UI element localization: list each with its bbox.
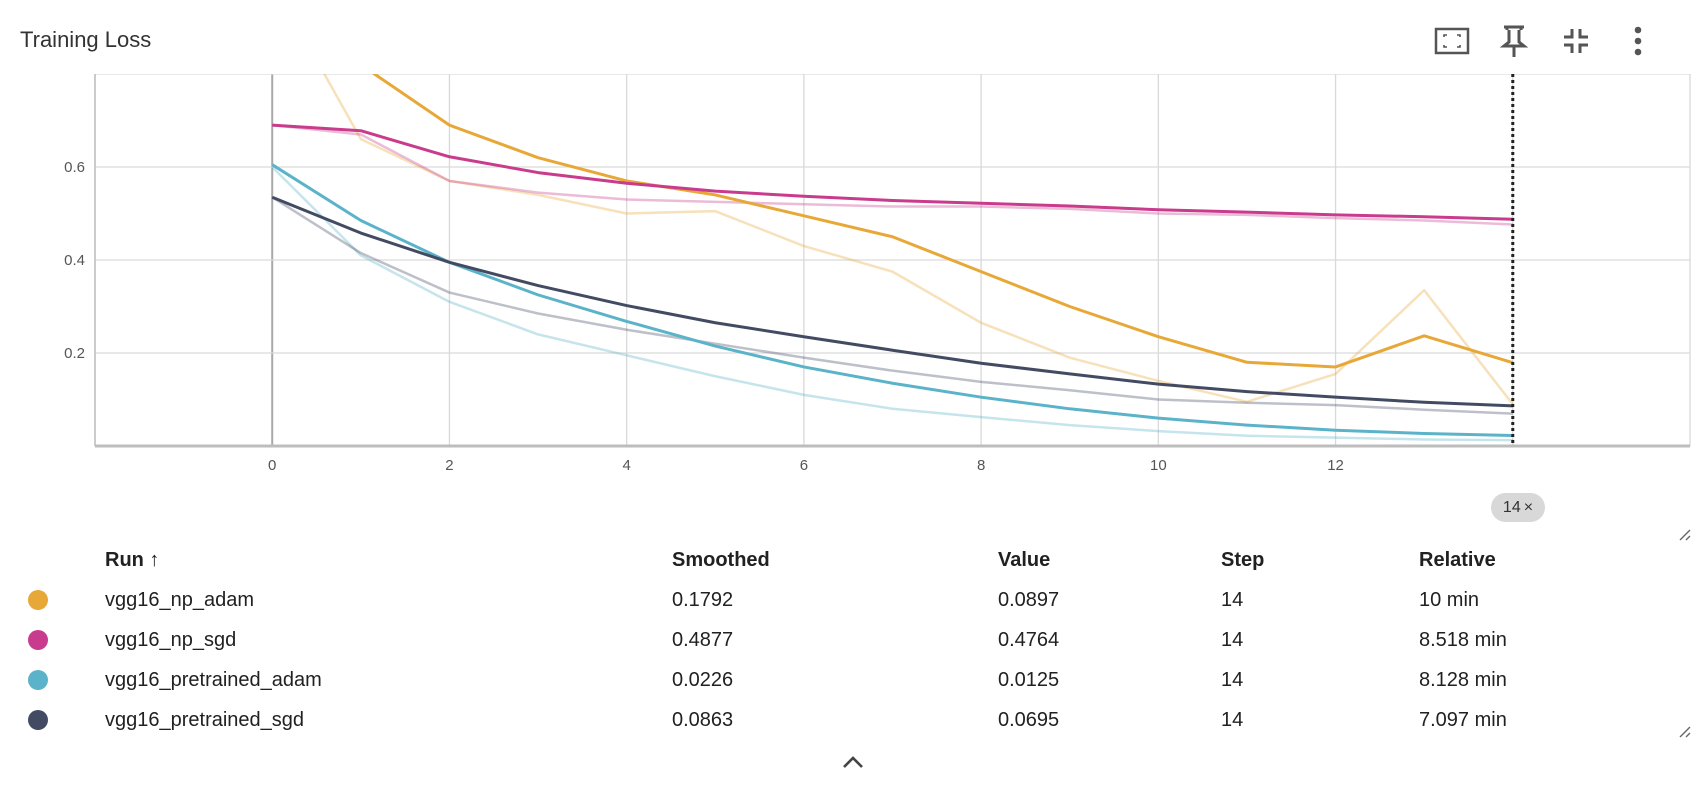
series-raw-vgg16_np_adam — [322, 74, 1514, 406]
resize-handle-icon[interactable] — [1677, 527, 1691, 541]
run-name: vgg16_pretrained_adam — [105, 668, 322, 691]
header-step[interactable]: Step — [1221, 548, 1265, 571]
x-tick-label: 0 — [268, 457, 276, 474]
x-tick-label: 6 — [800, 457, 808, 474]
y-tick-label: 0.6 — [64, 159, 85, 176]
step-value: 14 — [1221, 628, 1244, 651]
chart-grid — [94, 74, 1691, 446]
chart-title: Training Loss — [20, 27, 152, 52]
x-tick-label: 8 — [977, 457, 985, 474]
x-tick-label: 10 — [1150, 457, 1167, 474]
run-color-dot[interactable] — [28, 670, 48, 691]
table-row[interactable]: vgg16_np_adam 0.1792 0.0897 14 10 min — [20, 580, 1669, 620]
y-tick-label: 0.4 — [64, 252, 85, 269]
chart-series — [271, 74, 1514, 442]
collapse-icon[interactable] — [1553, 18, 1599, 64]
series-raw-vgg16_np_sgd — [272, 123, 1513, 226]
chevron-up-icon[interactable] — [842, 755, 864, 769]
run-color-dot[interactable] — [28, 590, 48, 611]
step-value: 14 — [1221, 668, 1244, 691]
series-smoothed-vgg16_np_sgd — [272, 123, 1513, 221]
step-value: 14 — [1221, 708, 1244, 731]
raw-value: 0.0125 — [998, 668, 1060, 691]
line-chart[interactable]: 0.2 0.4 0.6 0 2 4 6 8 10 12 — [0, 74, 1705, 514]
x-tick-label: 4 — [622, 457, 630, 474]
relative-time: 8.518 min — [1419, 628, 1507, 651]
header-smoothed[interactable]: Smoothed — [672, 548, 770, 571]
fit-domain-icon[interactable] — [1429, 18, 1475, 64]
chart-axes — [94, 74, 1690, 448]
pin-icon[interactable] — [1491, 18, 1537, 64]
close-icon[interactable]: × — [1523, 498, 1534, 516]
smoothed-value: 0.0863 — [672, 708, 734, 731]
run-color-dot[interactable] — [28, 710, 48, 731]
series-raw-vgg16_pretrained_adam — [271, 166, 1513, 442]
relative-time: 8.128 min — [1419, 668, 1507, 691]
card-toolbar — [1405, 18, 1705, 64]
table-row[interactable]: vgg16_pretrained_sgd 0.0863 0.0695 14 7.097 … — [20, 700, 1669, 740]
smoothed-value: 0.0226 — [672, 668, 734, 691]
relative-time: 10 min — [1419, 588, 1480, 611]
relative-time: 7.097 min — [1419, 708, 1507, 731]
chart-ticks: 0.2 0.4 0.6 0 2 4 6 8 10 12 — [64, 159, 1344, 474]
run-name: vgg16_np_sgd — [105, 628, 237, 651]
header-run[interactable]: Run ↑ — [105, 548, 160, 571]
raw-value: 0.4764 — [998, 628, 1060, 651]
table-header-row: Run ↑ Smoothed Value Step Relative — [20, 540, 1669, 580]
series-raw-vgg16_pretrained_sgd — [271, 196, 1513, 415]
run-name: vgg16_np_adam — [105, 588, 255, 611]
table-row[interactable]: vgg16_pretrained_adam 0.0226 0.0125 14 8.128… — [20, 660, 1669, 700]
x-tick-label: 2 — [445, 457, 453, 474]
run-name: vgg16_pretrained_sgd — [105, 708, 305, 731]
header-value[interactable]: Value — [998, 548, 1051, 571]
more-vert-icon[interactable] — [1615, 18, 1661, 64]
step-cursor-chip[interactable]: 14 × — [1491, 493, 1545, 522]
resize-handle-icon[interactable] — [1677, 724, 1691, 738]
y-tick-label: 0.2 — [64, 345, 85, 362]
table-row[interactable]: vgg16_np_sgd 0.4877 0.4764 14 8.518 min — [20, 620, 1669, 660]
series-smoothed-vgg16_np_adam — [371, 74, 1514, 369]
run-color-dot[interactable] — [28, 630, 48, 651]
runs-table: Run ↑ Smoothed Value Step Relative vgg16… — [20, 540, 1669, 740]
smoothed-value: 0.1792 — [672, 588, 734, 611]
smoothed-value: 0.4877 — [672, 628, 734, 651]
header-relative[interactable]: Relative — [1419, 548, 1496, 571]
step-chip-label: 14 — [1502, 498, 1521, 516]
step-value: 14 — [1221, 588, 1244, 611]
series-smoothed-vgg16_pretrained_sgd — [271, 195, 1513, 408]
x-tick-label: 12 — [1327, 457, 1344, 474]
series-smoothed-vgg16_pretrained_adam — [271, 163, 1513, 437]
raw-value: 0.0897 — [998, 588, 1060, 611]
raw-value: 0.0695 — [998, 708, 1060, 731]
